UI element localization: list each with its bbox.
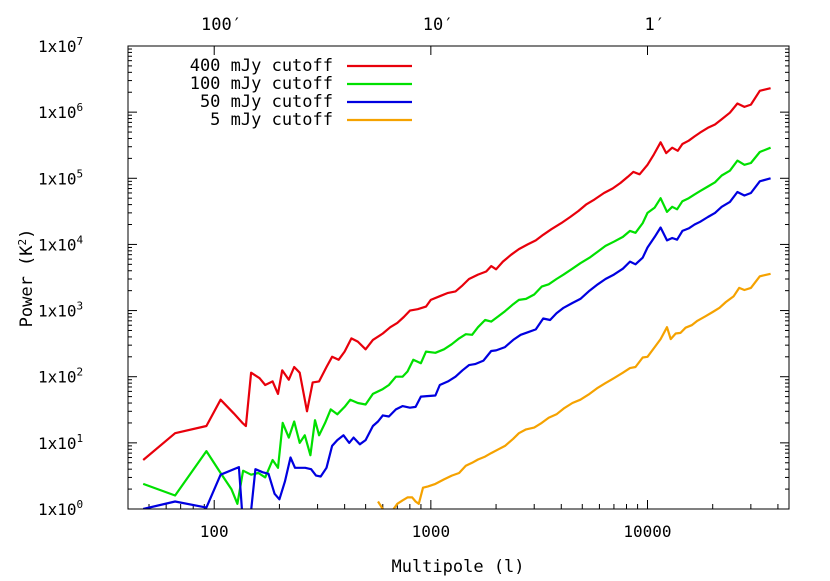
x-tick-label: 1000 [412, 522, 451, 541]
series-layer [142, 87, 772, 509]
series-line-3 [377, 272, 771, 509]
top-axis-label: 10′ [423, 15, 454, 35]
top-axis-label: 100′ [201, 15, 242, 35]
y-tick-label: 1x106 [38, 101, 83, 122]
plot-frame [127, 45, 790, 510]
axes: 100 1000 10000 1x100 1x101 1x102 1x103 1x104 1x1… [38, 15, 789, 541]
legend-label: 400 mJy cutoff [190, 56, 333, 76]
legend-label: 100 mJy cutoff [190, 74, 333, 94]
series-line-2 [142, 177, 771, 509]
y-tick-label: 1x103 [38, 300, 83, 321]
y-tick-label: 1x101 [38, 432, 83, 453]
series-line-0 [142, 87, 771, 461]
legend-label: 5 mJy cutoff [210, 110, 333, 130]
y-tick-label: 1x104 [38, 233, 84, 254]
x-tick-label: 10000 [623, 522, 671, 541]
series-line-1 [142, 146, 772, 505]
y-tick-label: 1x105 [38, 167, 83, 188]
y-axis-title: Power (K2) [16, 229, 37, 328]
y-tick-label: 1x107 [38, 35, 83, 56]
legend-label: 50 mJy cutoff [200, 92, 333, 112]
y-tick-label: 1x100 [38, 498, 83, 519]
top-axis-label: 1′ [644, 15, 664, 35]
x-tick-label: 100 [200, 522, 229, 541]
x-axis-title: Multipole (l) [391, 557, 524, 577]
y-tick-label: 1x102 [38, 366, 83, 387]
